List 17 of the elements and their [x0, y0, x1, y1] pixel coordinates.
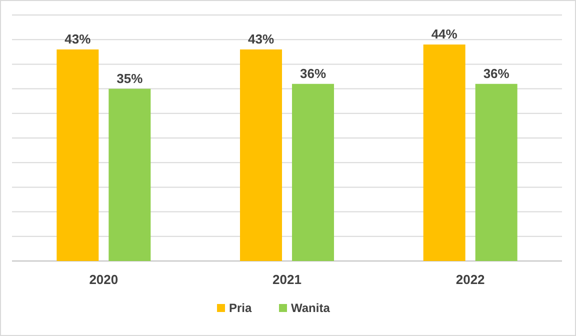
- bar: [108, 88, 151, 261]
- x-tick-label: 2021: [272, 272, 302, 287]
- data-label: 36%: [300, 66, 326, 81]
- bar: [423, 44, 466, 261]
- x-tick-label: 2022: [456, 272, 485, 287]
- data-label: 35%: [116, 70, 144, 86]
- legend-label: Wanita: [291, 301, 330, 315]
- data-label: 44%: [431, 26, 458, 42]
- bar: [475, 84, 518, 261]
- data-label: 43%: [64, 31, 92, 46]
- data-label: 36%: [483, 66, 510, 81]
- bar: [56, 49, 99, 261]
- data-label: 43%: [248, 31, 274, 46]
- bar: [292, 84, 334, 261]
- bar: [240, 49, 282, 261]
- legend-label: Pria: [229, 301, 252, 315]
- x-tick-label: 2020: [89, 272, 118, 287]
